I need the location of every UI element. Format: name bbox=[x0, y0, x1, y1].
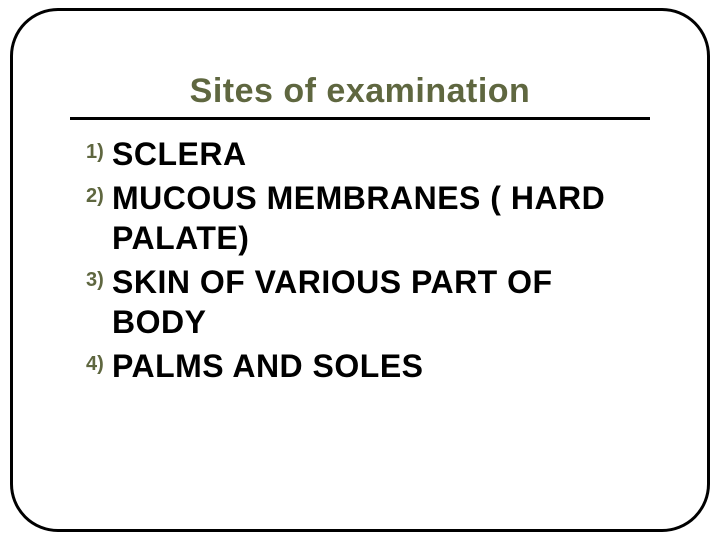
list-text: SCLERA bbox=[112, 134, 247, 174]
slide-title: Sites of examination bbox=[70, 72, 650, 117]
list-number: 3) bbox=[86, 262, 112, 298]
numbered-list: 1) SCLERA 2) MUCOUS MEMBRANES ( HARD PAL… bbox=[70, 134, 650, 386]
title-underline bbox=[70, 117, 650, 120]
slide-content: Sites of examination 1) SCLERA 2) MUCOUS… bbox=[10, 8, 710, 532]
list-text: PALMS AND SOLES bbox=[112, 346, 424, 386]
list-text: SKIN OF VARIOUS PART OF BODY bbox=[112, 262, 650, 342]
list-text: MUCOUS MEMBRANES ( HARD PALATE) bbox=[112, 178, 650, 258]
list-item: 2) MUCOUS MEMBRANES ( HARD PALATE) bbox=[86, 178, 650, 258]
list-number: 2) bbox=[86, 178, 112, 214]
list-number: 4) bbox=[86, 346, 112, 382]
list-item: 4) PALMS AND SOLES bbox=[86, 346, 650, 386]
list-number: 1) bbox=[86, 134, 112, 170]
list-item: 3) SKIN OF VARIOUS PART OF BODY bbox=[86, 262, 650, 342]
list-item: 1) SCLERA bbox=[86, 134, 650, 174]
